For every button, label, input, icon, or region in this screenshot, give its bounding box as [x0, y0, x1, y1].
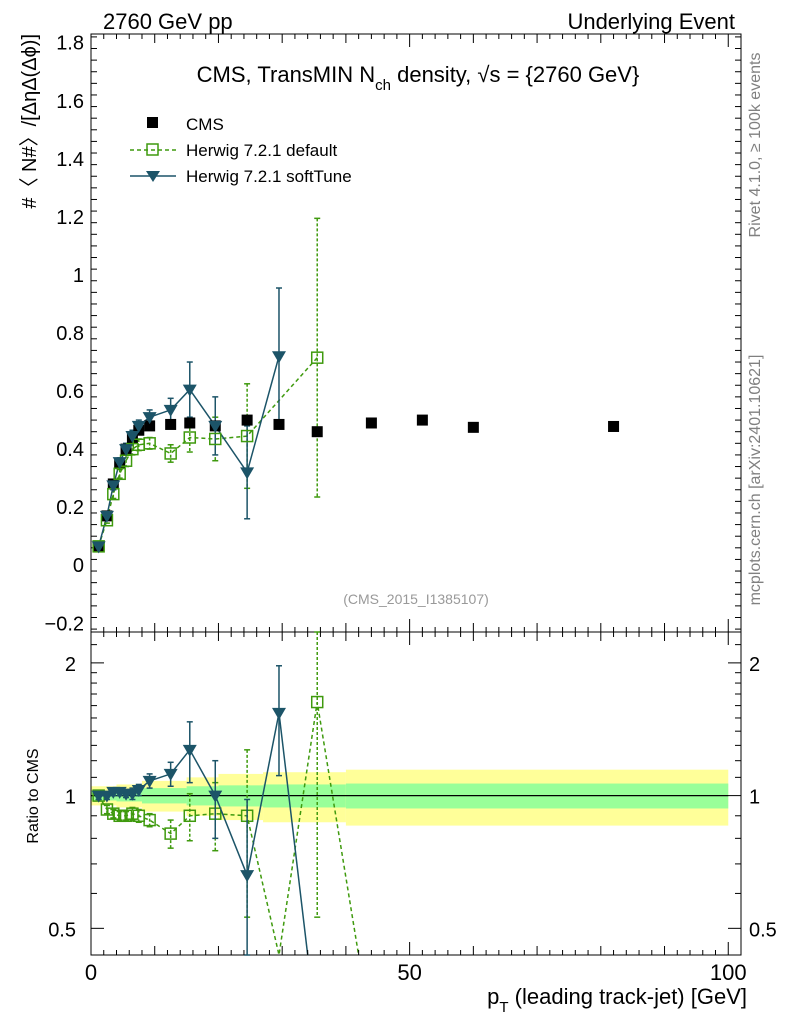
main-y-tick-label: 0.6 [56, 381, 84, 403]
softtune-ratio-point [208, 790, 223, 803]
softtune-ratio-point [142, 775, 157, 788]
legend-softtune-label: Herwig 7.2.1 softTune [186, 167, 352, 186]
x-tick-label: 100 [710, 960, 747, 985]
softtune-ratio-point [271, 707, 286, 720]
default-ratio-point [113, 809, 126, 823]
cms-data-point [311, 426, 323, 438]
cms-data-point [184, 417, 196, 429]
ratio-panel-frame [90, 631, 742, 956]
cms-data-point [165, 418, 177, 430]
softtune-data-point [106, 480, 121, 493]
main-panel: CMS, TransMIN Nch density, √s = {2760 Ge… [19, 33, 742, 635]
header-left: 2760 GeV pp [103, 9, 233, 34]
ratio-y-tick-label-right: 1 [749, 787, 760, 809]
default-data-point [310, 351, 324, 364]
cms-data-point [608, 420, 620, 432]
default-ratio-point [132, 809, 146, 823]
softtune-ratio-point [131, 784, 146, 797]
softtune-data-point [112, 457, 127, 470]
legend-cms-marker [147, 117, 158, 128]
main-y-tick-label: 1 [73, 265, 84, 287]
softtune-ratio-point [163, 768, 178, 781]
mcplots-label: mcplots.cern.ch [arXiv:2401.10621] [747, 355, 764, 606]
default-data-point [143, 437, 156, 450]
ratio-y-tick-label-right: 2 [749, 654, 760, 676]
softtune-data-point [131, 420, 146, 433]
default-ratio-point [126, 807, 139, 820]
cms-data-point [144, 420, 156, 432]
xlabel-suffix: (leading track-jet) [GeV] [509, 984, 747, 1009]
x-tick-label: 50 [397, 960, 421, 985]
title-subscript: ch [375, 77, 391, 94]
default-ratio-point [164, 827, 177, 840]
default-ratio-point [143, 813, 156, 827]
legend: CMS Herwig 7.2.1 default Herwig 7.2.1 so… [130, 115, 352, 186]
default-data-point [113, 467, 126, 481]
main-y-tick-label: 1.2 [56, 207, 84, 229]
default-ratio-point [310, 695, 324, 709]
default-ratio-point [107, 807, 120, 820]
ratio-y-tick-label: 0.5 [48, 919, 76, 941]
softtune-data-point [163, 404, 178, 417]
legend-default-label: Herwig 7.2.1 default [186, 141, 337, 160]
default-ratio-point [119, 809, 133, 823]
default-ratio-point [183, 809, 197, 823]
main-y-tick-label: 0.4 [56, 439, 84, 461]
xlabel-main: p [487, 984, 499, 1009]
default-data-point [183, 431, 197, 444]
cms-data-point [241, 414, 253, 426]
title-prefix: CMS, TransMIN N [197, 62, 375, 87]
legend-softtune-marker [146, 171, 160, 182]
main-y-tick-label: 1.8 [56, 33, 84, 55]
softtune-data-point [240, 467, 255, 480]
main-y-tick-label: 0 [73, 555, 84, 577]
x-tick-label: 0 [85, 960, 97, 985]
cms-data-point [467, 421, 479, 433]
cms-data-point [365, 417, 377, 429]
softtune-data-point [142, 412, 157, 425]
softtune-ratio-line [98, 712, 309, 956]
softtune-data-point [182, 384, 197, 397]
rivet-version-label: Rivet 4.1.0, ≥ 100k events [747, 53, 764, 238]
ratio-y-tick-label-right: 0.5 [749, 919, 777, 941]
legend-cms-label: CMS [186, 115, 224, 134]
default-data-point [209, 432, 222, 446]
header-right: Underlying Event [567, 9, 735, 34]
softtune-data-point [125, 431, 140, 444]
softtune-data-point [208, 420, 223, 433]
softtune-ratio-point [182, 744, 197, 757]
softtune-data-point [99, 510, 114, 523]
main-y-tick-label: 1.4 [56, 149, 84, 171]
main-ylabel: #〈 N#〉/[ΔηΔ(Δϕ)] [19, 34, 41, 209]
softtune-data-point [119, 444, 134, 457]
legend-default-marker [146, 143, 159, 156]
title-suffix: density, √s = {2760 GeV} [391, 62, 639, 87]
x-axis-label: pT (leading track-jet) [GeV] [487, 984, 747, 1016]
main-y-tick-label: 1.6 [56, 91, 84, 113]
ratio-y-tick-label: 1 [65, 787, 76, 809]
default-data-point [240, 429, 254, 443]
softtune-data-point [271, 351, 286, 364]
cms-data-point [416, 414, 428, 426]
analysis-watermark: (CMS_2015_I1385107) [343, 591, 489, 607]
ratio-panel: Ratio to CMS 0.5 0.5 1 1 2 2 [25, 631, 777, 956]
ratio-ylabel: Ratio to CMS [25, 748, 42, 843]
main-y-tick-label: 0.2 [56, 497, 84, 519]
ratio-y-tick-label: 2 [65, 654, 76, 676]
xlabel-subscript: T [499, 999, 508, 1016]
main-title: CMS, TransMIN Nch density, √s = {2760 Ge… [197, 62, 640, 94]
softtune-data-point [91, 541, 106, 554]
main-y-tick-label: −0.2 [45, 613, 84, 635]
main-y-tick-label: 0.8 [56, 323, 84, 345]
softtune-ratio-point [240, 870, 255, 883]
default-data-point [132, 438, 146, 452]
cms-data-point [273, 418, 285, 430]
default-data-point [164, 447, 177, 460]
